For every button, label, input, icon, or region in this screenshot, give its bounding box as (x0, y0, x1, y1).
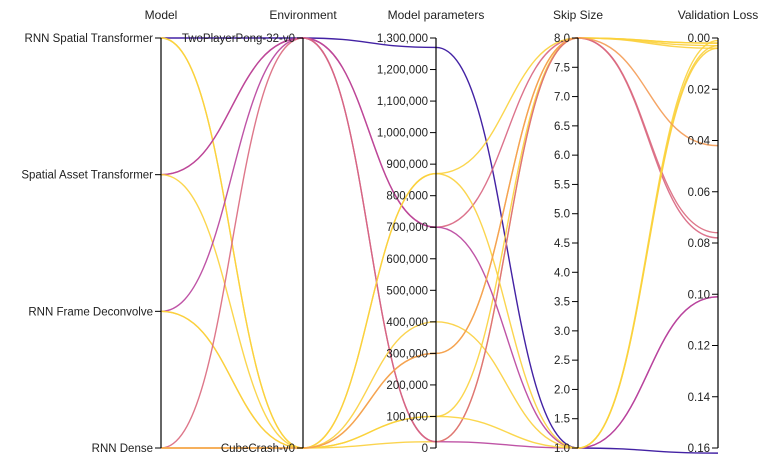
axis-loss: Validation Loss 0.00 0.02 0.04 0.06 0.08 0.10 0… (678, 8, 759, 455)
tick-label: 0.12 (688, 341, 710, 353)
tick-label: 2.0 (554, 384, 570, 396)
axis-title-skip: Skip Size (553, 8, 603, 22)
axis-title-model: Model (145, 8, 178, 22)
series-lines (160, 37, 719, 454)
tick-label: 0 (422, 443, 428, 455)
tick-label: 0.14 (688, 392, 711, 404)
tick-label: 6.5 (554, 121, 570, 133)
series-line-11 (161, 44, 719, 449)
tick-label: 600,000 (386, 254, 428, 266)
tick-label: 1.5 (554, 414, 570, 426)
series-line-1 (160, 37, 719, 454)
tick-label: 1,100,000 (377, 96, 428, 108)
tick-label: 1,000,000 (377, 128, 428, 140)
tick-label: 0.10 (688, 289, 710, 301)
series-line-9 (160, 47, 719, 449)
tick-label: RNN Frame Deconvolve (28, 306, 153, 318)
tick-label: 3.0 (554, 326, 570, 338)
axes-group: Model RNN Spatial Transformer Spatial Asse… (21, 8, 758, 455)
tick-label: 5.5 (554, 179, 570, 191)
axis-skip: Skip Size 1.0 1.5 2.0 2.5 3.0 3.5 4.0 4.5 5.0 5.5 6… (553, 8, 603, 455)
tick-label: 0.00 (688, 33, 710, 45)
tick-label: Spatial Asset Transformer (21, 170, 153, 182)
tick-label: 6.0 (554, 150, 570, 162)
tick-label: 400,000 (386, 317, 428, 329)
tick-label: 0.04 (688, 136, 711, 148)
tick-label: 4.0 (554, 267, 570, 279)
tick-label: 700,000 (386, 222, 428, 234)
tick-label: RNN Spatial Transformer (25, 33, 154, 45)
series-line-13 (161, 37, 719, 449)
series-line-10 (160, 37, 719, 449)
tick-label: 2.5 (554, 355, 570, 367)
tick-label: 0.08 (688, 238, 710, 250)
tick-label: 200,000 (386, 380, 428, 392)
axis-title-params: Model parameters (388, 8, 485, 22)
tick-label: TwoPlayerPong-32-v0 (182, 33, 295, 45)
tick-label: 0.06 (688, 187, 710, 199)
tick-label: 4.5 (554, 238, 570, 250)
tick-label: 1,200,000 (377, 65, 428, 77)
axis-params: Model parameters 0 100,000 200,000 300,000 40… (377, 8, 485, 455)
axis-model: Model RNN Spatial Transformer Spatial Asse… (21, 8, 177, 455)
tick-label: 100,000 (386, 411, 428, 423)
series-line-4 (160, 37, 719, 239)
tick-label: 5.0 (554, 209, 570, 221)
tick-label: 8.0 (554, 33, 570, 45)
tick-label: 0.02 (688, 84, 710, 96)
tick-label: 500,000 (386, 285, 428, 297)
axis-title-loss: Validation Loss (678, 8, 759, 22)
tick-label: 300,000 (386, 348, 428, 360)
tick-label: 0.16 (688, 443, 710, 455)
tick-label: 3.5 (554, 297, 570, 309)
tick-label: 7.5 (554, 62, 570, 74)
tick-label: 1.0 (554, 443, 570, 455)
tick-label: 900,000 (386, 159, 428, 171)
tick-label: 7.0 (554, 92, 570, 104)
tick-label: CubeCrash-v0 (221, 443, 295, 455)
tick-label: 800,000 (386, 191, 428, 203)
axis-title-env: Environment (269, 8, 337, 22)
tick-label: RNN Dense (92, 443, 153, 455)
axis-env: Environment TwoPlayerPong-32-v0 CubeCrash-… (182, 8, 338, 455)
tick-label: 1,300,000 (377, 33, 428, 45)
